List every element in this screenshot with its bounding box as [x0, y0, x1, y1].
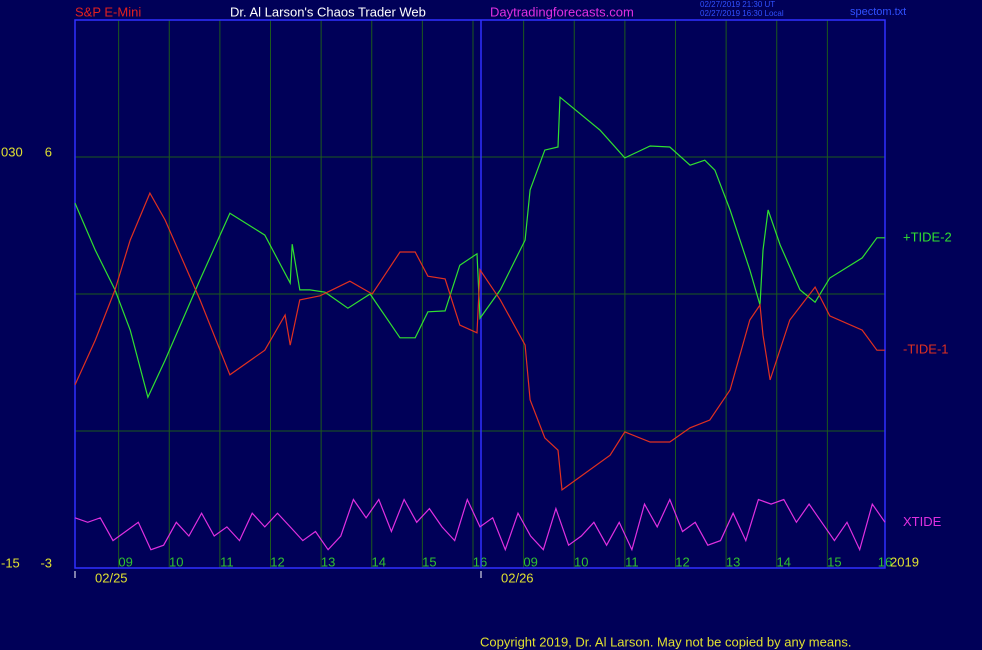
x-tick-label: 10 — [574, 554, 588, 569]
copyright: Copyright 2019, Dr. Al Larson. May not b… — [480, 634, 851, 649]
y-tick-label: 6 — [45, 144, 52, 159]
year: 2019 — [890, 554, 919, 569]
plot-border — [74, 19, 886, 569]
series-line — [74, 191, 885, 491]
symbol: S&P E-Mini — [75, 4, 141, 19]
site-url: Daytradingforecasts.com — [490, 4, 634, 19]
series-label: -TIDE-1 — [903, 342, 949, 357]
date-label: 02/25 — [95, 570, 128, 585]
x-tick-label: 12 — [675, 554, 689, 569]
x-tick-label: 10 — [169, 554, 183, 569]
y-tick-label: -3 — [40, 555, 52, 570]
x-tick-label: 11 — [625, 554, 639, 569]
x-tick-label: 14 — [777, 554, 791, 569]
time-local: 02/27/2019 16:30 Local — [700, 9, 784, 18]
x-tick-label: 13 — [321, 554, 335, 569]
site-title: Dr. Al Larson's Chaos Trader Web — [230, 4, 426, 19]
series-label: XTIDE — [903, 514, 942, 529]
x-tick-label: 15 — [422, 554, 436, 569]
x-tick-label: 15 — [827, 554, 841, 569]
series-label: +TIDE-2 — [903, 229, 952, 244]
y2-tick-label: 030 — [1, 144, 23, 159]
series-line — [74, 497, 886, 552]
file-name: spectom.txt — [850, 6, 906, 18]
time-ut: 02/27/2019 21:30 UT — [700, 0, 775, 9]
x-tick-label: 11 — [220, 554, 234, 569]
date-label: 02/26 — [501, 570, 534, 585]
x-tick-label: 16 — [473, 554, 487, 569]
x-tick-label: 12 — [270, 554, 284, 569]
x-tick-label: 14 — [372, 554, 386, 569]
y2-tick-label: -15 — [1, 555, 20, 570]
series-line — [74, 95, 885, 399]
x-tick-label: 09 — [118, 554, 132, 569]
x-tick-label: 13 — [726, 554, 740, 569]
x-tick-label: 09 — [523, 554, 537, 569]
